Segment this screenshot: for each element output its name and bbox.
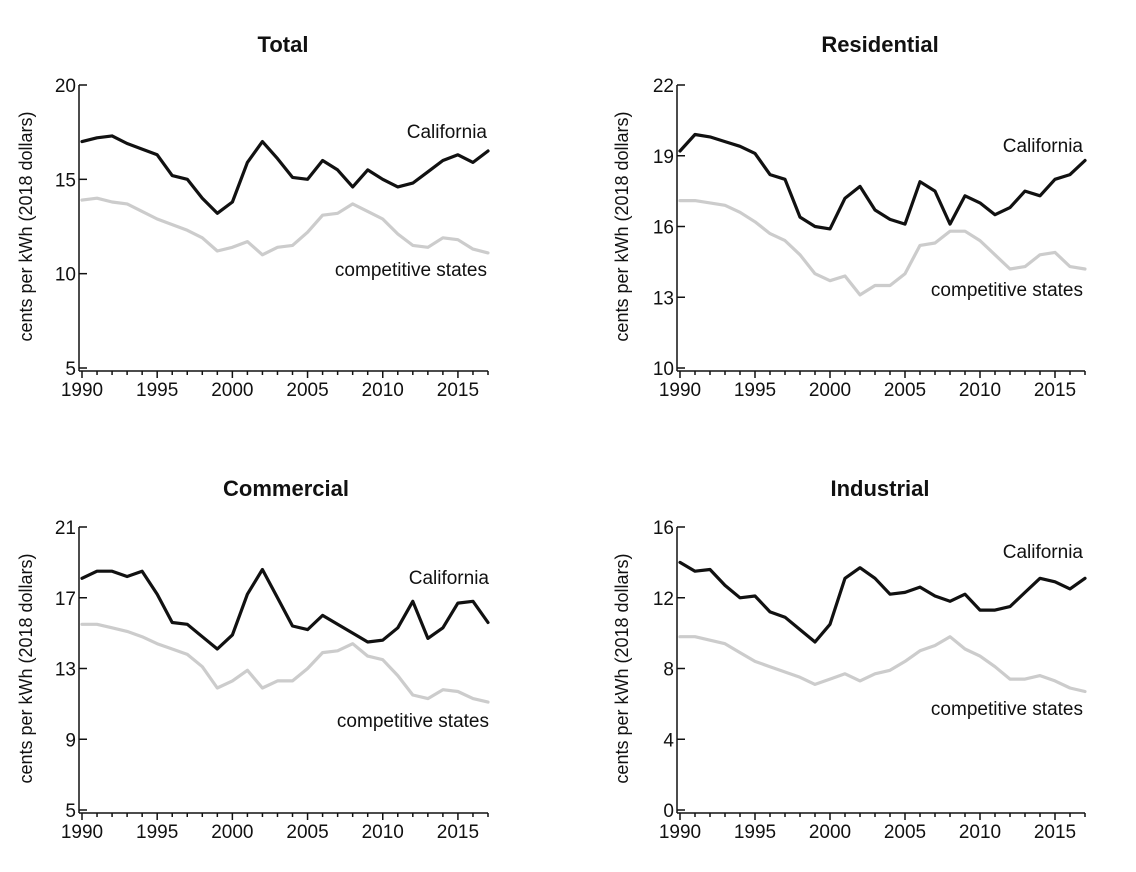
y-tick-label: 15	[55, 170, 76, 191]
x-tick-label: 2015	[1034, 822, 1076, 843]
x-tick-label: 2010	[959, 380, 1001, 401]
y-tick-label: 12	[653, 589, 674, 610]
series-line-california	[80, 134, 490, 215]
x-tick-label: 2010	[362, 822, 404, 843]
y-tick-label: 17	[55, 589, 76, 610]
y-tick-label: 16	[653, 518, 674, 539]
series-label-competitive-states: competitive states	[337, 711, 489, 732]
y-tick-label: 4	[663, 730, 674, 751]
series-line-competitive-states	[80, 622, 490, 704]
x-tick-label: 1995	[734, 822, 776, 843]
x-tick-label: 2005	[286, 822, 328, 843]
x-tick-label: 1990	[659, 822, 701, 843]
x-tick-label: 2000	[809, 380, 851, 401]
chart-panel-residential: Residential 10 13 16 19 22 1990 1995 2000 2005 201…	[612, 32, 1087, 401]
chart-title: Industrial	[830, 476, 929, 501]
y-axis-label: cents per kWh (2018 dollars)	[16, 553, 36, 783]
y-tick-label: 13	[55, 660, 76, 681]
x-tick-label: 1990	[61, 380, 103, 401]
series-line-california	[678, 132, 1087, 231]
y-tick-label: 13	[653, 288, 674, 309]
series-line-california	[80, 567, 490, 651]
x-tick-label: 2000	[211, 380, 253, 401]
x-tick-label: 2005	[286, 380, 328, 401]
y-axis-label: cents per kWh (2018 dollars)	[16, 111, 36, 341]
y-tick-label: 8	[663, 660, 674, 681]
x-tick-label: 1995	[136, 380, 178, 401]
y-axis-label: cents per kWh (2018 dollars)	[612, 111, 632, 341]
y-tick-label: 20	[55, 76, 76, 97]
x-tick-label: 2015	[437, 822, 479, 843]
x-tick-label: 2000	[809, 822, 851, 843]
y-tick-label: 19	[653, 147, 674, 168]
chart-panel-industrial: Industrial 0 4 8 12 16 1990 1995 2000 2005 2010 201…	[612, 476, 1087, 843]
y-tick-label: 10	[55, 265, 76, 286]
y-axis-label: cents per kWh (2018 dollars)	[612, 553, 632, 783]
series-label-competitive-states: competitive states	[335, 260, 487, 281]
series-line-competitive-states	[80, 196, 490, 257]
series-label-california: California	[1003, 136, 1084, 157]
x-tick-label: 2015	[1034, 380, 1076, 401]
x-tick-label: 1990	[659, 380, 701, 401]
y-tick-label: 5	[65, 801, 76, 822]
series-label-competitive-states: competitive states	[931, 280, 1083, 301]
series-label-california: California	[407, 122, 488, 143]
x-tick-label: 2010	[959, 822, 1001, 843]
y-tick-label: 22	[653, 76, 674, 97]
y-tick-label: 9	[65, 730, 76, 751]
x-tick-label: 2005	[884, 822, 926, 843]
chart-panel-total: Total 5 10 15 20 1990 1995 2000 2005 2010 2015 cent…	[16, 32, 490, 401]
series-label-competitive-states: competitive states	[931, 699, 1083, 720]
y-tick-label: 10	[653, 359, 674, 380]
series-line-competitive-states	[678, 199, 1087, 297]
x-tick-label: 2010	[362, 380, 404, 401]
series-line-california	[678, 560, 1087, 644]
chart-title: Total	[258, 32, 309, 57]
series-label-california: California	[1003, 542, 1084, 563]
x-tick-label: 1995	[734, 380, 776, 401]
chart-panel-commercial: Commercial 5 9 13 17 21 1990 1995 2000 2005 2010 20…	[16, 476, 490, 843]
x-tick-label: 2005	[884, 380, 926, 401]
series-line-competitive-states	[678, 635, 1087, 694]
chart-title: Residential	[821, 32, 938, 57]
y-tick-label: 16	[653, 218, 674, 239]
y-tick-label: 5	[65, 359, 76, 380]
y-tick-label: 0	[663, 801, 674, 822]
x-tick-label: 2000	[211, 822, 253, 843]
series-label-california: California	[409, 568, 490, 589]
x-tick-label: 1995	[136, 822, 178, 843]
x-tick-label: 1990	[61, 822, 103, 843]
chart-title: Commercial	[223, 476, 349, 501]
y-tick-label: 21	[55, 518, 76, 539]
x-tick-label: 2015	[437, 380, 479, 401]
